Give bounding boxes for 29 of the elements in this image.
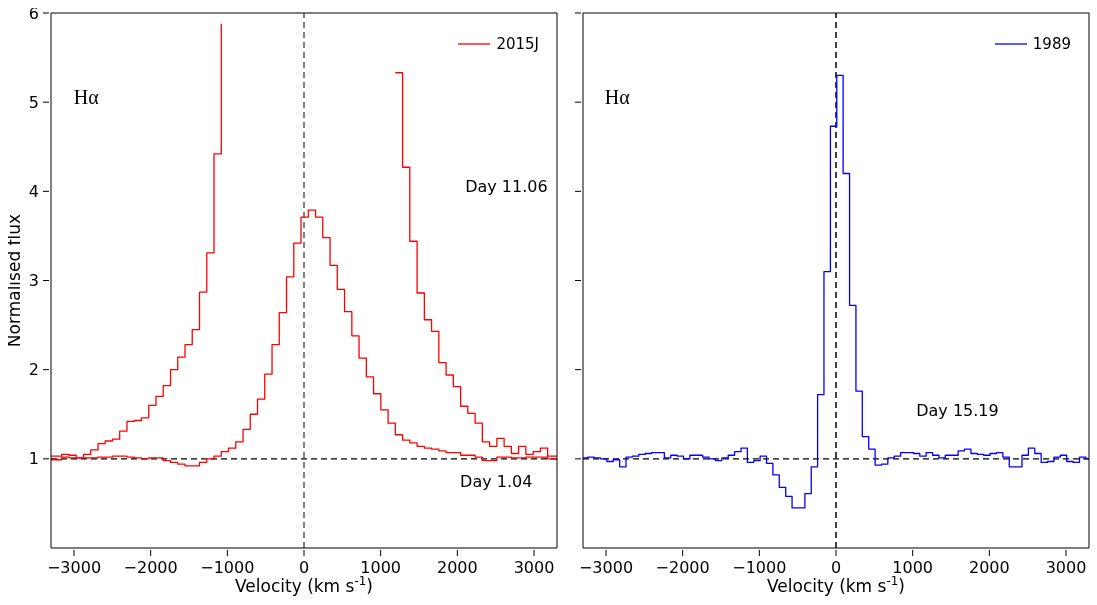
- legend-label: 2015J: [496, 35, 539, 53]
- annotation: Hα: [604, 85, 630, 109]
- x-tick-label: 0: [830, 557, 842, 577]
- x-axis-title: Velocity (km s$^{-1}$): [235, 574, 373, 596]
- x-axis-title: Velocity (km s$^{-1}$): [767, 574, 905, 596]
- legend-label: 1989: [1032, 35, 1071, 53]
- x-tick-label: −1000: [732, 557, 787, 577]
- y-axis-title: Normalised flux: [4, 213, 24, 348]
- x-tick-label: −2000: [123, 557, 178, 577]
- x-tick-label: 2000: [968, 557, 1010, 577]
- x-tick-label: −3000: [578, 557, 634, 577]
- annotation: Hα: [73, 85, 99, 109]
- x-tick-label: 1000: [892, 557, 934, 577]
- x-tick-label: −1000: [200, 557, 255, 577]
- y-tick-label: 2: [28, 360, 39, 380]
- annotation: Day 11.06: [465, 176, 548, 196]
- x-tick-label: −3000: [46, 557, 102, 577]
- annotation: Day 15.19: [916, 400, 999, 420]
- x-tick-label: 0: [298, 557, 310, 577]
- y-tick-label: 3: [28, 271, 39, 291]
- x-tick-label: 1000: [360, 557, 402, 577]
- y-tick-label: 4: [28, 181, 39, 201]
- x-tick-label: 3000: [1045, 557, 1087, 577]
- y-tick-label: 1: [28, 449, 39, 469]
- x-tick-label: −2000: [655, 557, 710, 577]
- x-tick-label: 2000: [436, 557, 478, 577]
- x-tick-label: 3000: [513, 557, 555, 577]
- annotation: Day 1.04: [460, 471, 533, 491]
- y-tick-label: 5: [28, 92, 39, 112]
